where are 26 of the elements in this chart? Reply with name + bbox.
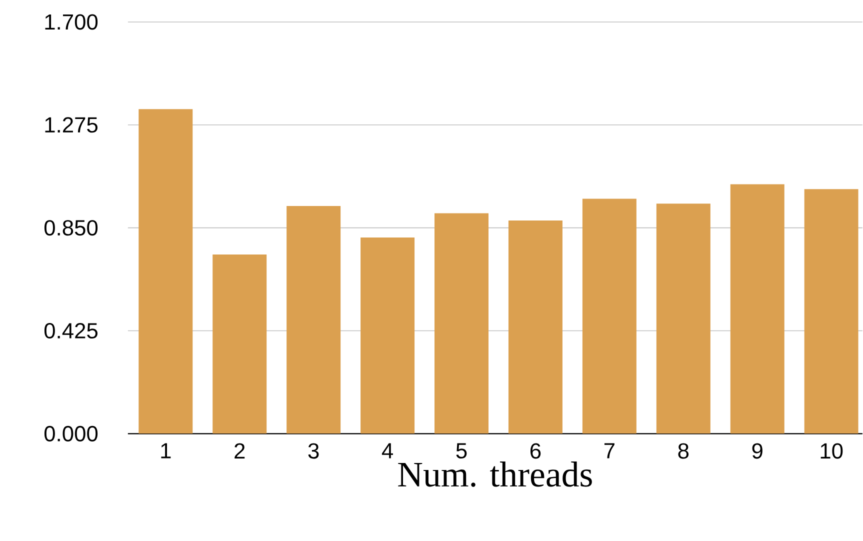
x-tick-label: 6 [530,443,541,459]
bar [286,206,341,434]
x-tick-label: 5 [456,443,467,459]
bar [730,184,784,434]
bar [508,220,562,434]
bar [360,238,415,434]
x-tick-label: 4 [382,443,393,458]
y-tick-label: 0.425 [44,323,98,339]
x-tick-label: 10 [820,443,843,459]
bar [804,189,858,434]
bar [582,198,636,434]
x-tick-label: 7 [604,443,614,458]
bar [656,204,710,434]
x-axis-title: Num. threads [398,462,592,488]
x-tick-label: 2 [234,443,245,459]
x-tick-label: 3 [308,443,319,459]
x-tick-label: 1 [161,443,171,458]
bar [434,213,489,434]
bar [138,109,193,434]
y-tick-label: 0.850 [44,220,98,236]
bar [212,254,267,434]
y-tick-label: 1.700 [45,14,98,30]
y-tick-label: 1.275 [45,117,98,133]
y-tick-label: 0.000 [44,426,98,442]
x-tick-label: 9 [752,443,762,459]
x-tick-label: 8 [678,443,689,459]
